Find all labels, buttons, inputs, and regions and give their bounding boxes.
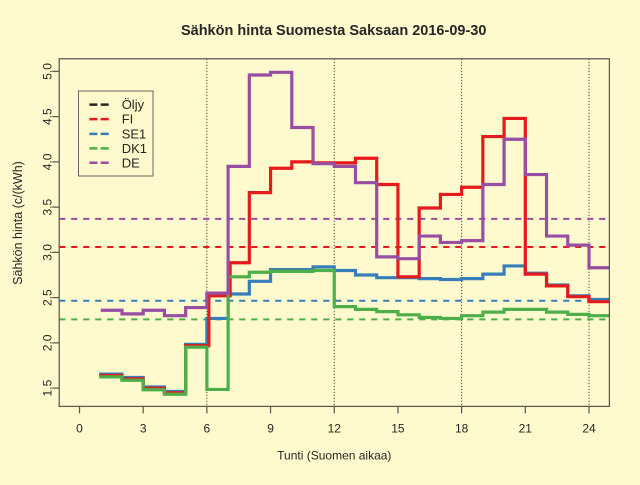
svg-text:12: 12 xyxy=(328,422,342,436)
svg-text:3: 3 xyxy=(140,422,147,436)
svg-text:FI: FI xyxy=(122,112,134,127)
svg-text:DK1: DK1 xyxy=(122,141,147,156)
svg-text:3.5: 3.5 xyxy=(41,198,55,215)
svg-text:5.0: 5.0 xyxy=(41,63,55,80)
svg-text:Sähkön hinta (c/(kWh): Sähkön hinta (c/(kWh) xyxy=(11,161,25,285)
svg-text:DE: DE xyxy=(122,155,140,170)
svg-text:Tunti (Suomen aikaa): Tunti (Suomen aikaa) xyxy=(277,449,391,463)
svg-text:0: 0 xyxy=(76,422,83,436)
svg-text:18: 18 xyxy=(455,422,469,436)
svg-text:4.0: 4.0 xyxy=(41,153,55,170)
svg-text:15: 15 xyxy=(391,422,405,436)
svg-text:SE1: SE1 xyxy=(122,127,147,142)
svg-text:3.0: 3.0 xyxy=(41,244,55,261)
svg-text:24: 24 xyxy=(582,422,596,436)
svg-text:Sähkön hinta Suomesta Saksaan: Sähkön hinta Suomesta Saksaan 2016-09-30 xyxy=(181,23,486,39)
svg-text:Öljy: Öljy xyxy=(122,97,145,112)
svg-text:2.0: 2.0 xyxy=(41,334,55,351)
svg-text:9: 9 xyxy=(267,422,274,436)
svg-text:2.5: 2.5 xyxy=(41,289,55,306)
svg-text:4.5: 4.5 xyxy=(41,108,55,125)
svg-text:1.5: 1.5 xyxy=(41,379,55,396)
svg-text:6: 6 xyxy=(204,422,211,436)
svg-text:21: 21 xyxy=(519,422,533,436)
